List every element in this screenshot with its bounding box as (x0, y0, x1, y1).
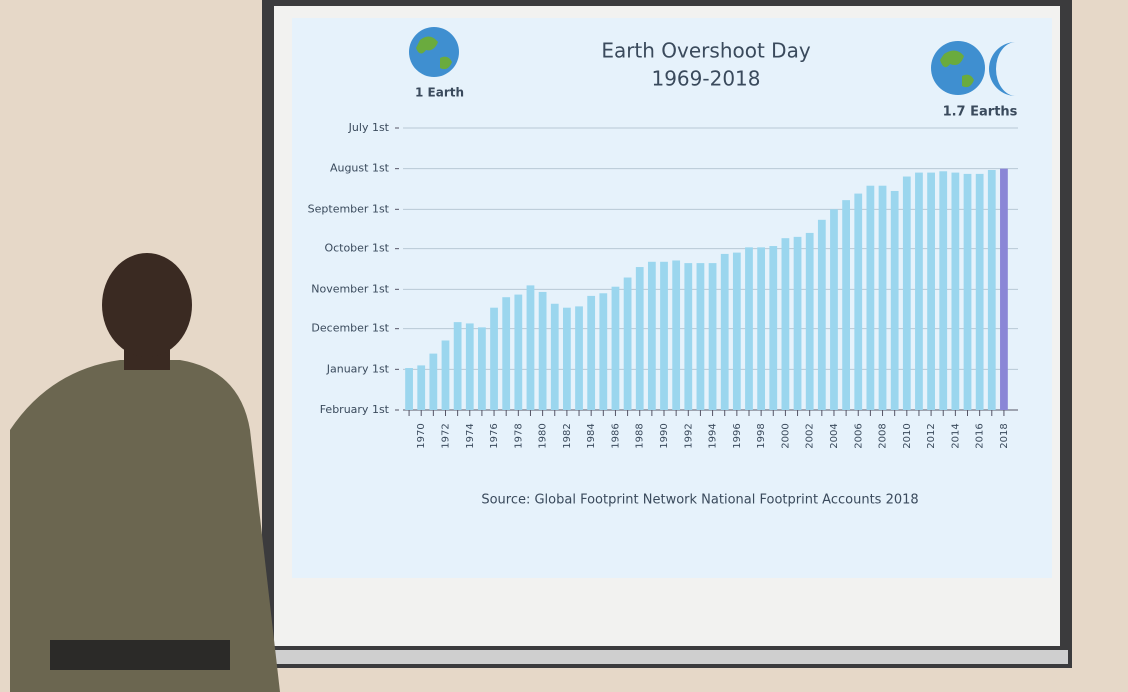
bar (587, 296, 595, 410)
globe-icon (931, 41, 985, 95)
bar (514, 295, 522, 410)
x-tick-label: 2012 (926, 423, 937, 448)
bar (636, 267, 644, 410)
x-tick-label: 2006 (853, 423, 864, 448)
source-note: Source: Global Footprint Network Nationa… (481, 493, 918, 508)
bar (405, 368, 413, 410)
bar (964, 174, 972, 410)
x-tick-label: 1998 (756, 423, 767, 448)
belt (50, 640, 230, 670)
x-tick-label: 1990 (659, 423, 670, 448)
bar (806, 233, 814, 410)
bar (782, 238, 790, 410)
bar (709, 263, 717, 410)
bar (466, 323, 474, 410)
bar (891, 191, 899, 410)
x-tick-label: 1970 (416, 423, 427, 448)
x-tick-label: 1992 (683, 423, 694, 448)
y-tick-label: September 1st (308, 202, 390, 215)
bar (599, 293, 607, 410)
bar (660, 262, 668, 410)
bar (684, 263, 692, 410)
chart-title: Earth Overshoot Day (601, 39, 811, 63)
photo: 1 Earth 1.7 Earths Earth Overshoot Day 1… (0, 0, 1128, 692)
bar (927, 173, 935, 410)
bar (672, 260, 680, 410)
head (102, 253, 192, 357)
x-tick-label: 2000 (780, 423, 791, 448)
y-tick-label: July 1st (348, 121, 390, 134)
x-tick-label: 1980 (538, 423, 549, 448)
bar (903, 177, 911, 410)
y-tick-label: November 1st (311, 282, 389, 295)
bar (612, 287, 620, 410)
bar (1000, 169, 1008, 410)
bar (757, 247, 765, 410)
bar (879, 186, 887, 410)
x-tick-label: 1982 (562, 423, 573, 448)
x-tick-label: 2018 (999, 423, 1010, 448)
x-tick-label: 2002 (805, 423, 816, 448)
bar (490, 308, 498, 410)
x-tick-label: 2016 (975, 423, 986, 448)
x-tick-label: 1974 (465, 423, 476, 448)
bar (976, 174, 984, 410)
bar (575, 306, 583, 410)
icon-label: 1.7 Earths (943, 105, 1018, 120)
x-tick-label: 1972 (440, 423, 451, 448)
bar (442, 340, 450, 410)
x-tick-label: 2010 (902, 423, 913, 448)
y-tick-label: October 1st (324, 242, 389, 255)
bar (745, 247, 753, 410)
bar (697, 263, 705, 410)
bar (818, 220, 826, 410)
bar (721, 254, 729, 410)
bar (867, 186, 875, 410)
bar (988, 170, 996, 410)
bar (417, 365, 425, 410)
icon-label: 1 Earth (415, 86, 464, 100)
x-tick-label: 1994 (708, 423, 719, 448)
x-tick-label: 1984 (586, 423, 597, 448)
bar (733, 253, 741, 410)
chart-subtitle: 1969-2018 (651, 67, 760, 91)
x-tick-label: 1988 (635, 423, 646, 448)
bar (563, 308, 571, 410)
bar (939, 171, 947, 410)
bar (551, 304, 559, 410)
y-tick-label: January 1st (326, 362, 390, 375)
bar (830, 209, 838, 410)
globe-icon (409, 27, 459, 77)
x-tick-label: 1996 (732, 423, 743, 448)
bar (648, 262, 656, 410)
bar (502, 297, 510, 410)
x-tick-label: 2008 (878, 423, 889, 448)
bar (794, 237, 802, 410)
x-tick-label: 1976 (489, 423, 500, 448)
bar (624, 278, 632, 410)
bar (454, 322, 462, 410)
bar (854, 194, 862, 410)
bar (769, 246, 777, 410)
bar (429, 354, 437, 410)
x-tick-label: 1986 (610, 423, 621, 448)
bar (915, 173, 923, 410)
x-tick-label: 2014 (950, 423, 961, 448)
bar (842, 200, 850, 410)
bar (951, 173, 959, 410)
bar (478, 327, 486, 410)
y-tick-label: August 1st (330, 162, 390, 175)
y-tick-label: December 1st (311, 322, 389, 335)
y-tick-label: February 1st (320, 403, 390, 416)
x-tick-label: 1978 (513, 423, 524, 448)
bar (527, 285, 535, 410)
bar (539, 292, 547, 410)
x-tick-label: 2004 (829, 423, 840, 448)
screen-bar (268, 650, 1068, 664)
